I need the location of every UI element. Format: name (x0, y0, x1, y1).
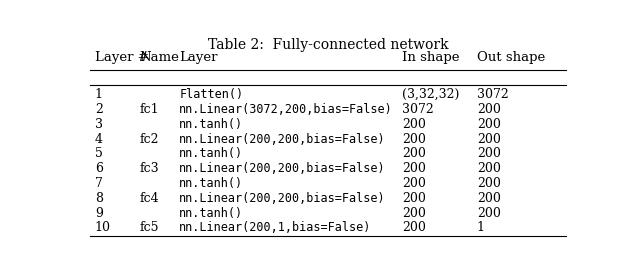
Text: nn.tanh(): nn.tanh() (179, 177, 243, 190)
Text: fc3: fc3 (140, 162, 159, 175)
Text: 200: 200 (403, 177, 426, 190)
Text: 200: 200 (403, 207, 426, 220)
Text: 5: 5 (95, 147, 103, 160)
Text: 200: 200 (403, 221, 426, 234)
Text: 200: 200 (477, 133, 500, 146)
Text: 6: 6 (95, 162, 103, 175)
Text: 7: 7 (95, 177, 103, 190)
Text: 3072: 3072 (403, 103, 434, 116)
Text: fc1: fc1 (140, 103, 159, 116)
Text: Table 2:  Fully-connected network: Table 2: Fully-connected network (208, 38, 448, 52)
Text: (3,32,32): (3,32,32) (403, 88, 460, 101)
Text: fc4: fc4 (140, 192, 159, 205)
Text: 3072: 3072 (477, 88, 509, 101)
Text: nn.Linear(200,1,bias=False): nn.Linear(200,1,bias=False) (179, 221, 372, 234)
Text: fc5: fc5 (140, 221, 159, 234)
Text: Flatten(): Flatten() (179, 88, 243, 101)
Text: 3: 3 (95, 118, 103, 131)
Text: nn.Linear(200,200,bias=False): nn.Linear(200,200,bias=False) (179, 192, 386, 205)
Text: 200: 200 (403, 147, 426, 160)
Text: 4: 4 (95, 133, 103, 146)
Text: 1: 1 (95, 88, 103, 101)
Text: nn.tanh(): nn.tanh() (179, 118, 243, 131)
Text: 200: 200 (477, 103, 500, 116)
Text: 200: 200 (403, 118, 426, 131)
Text: 200: 200 (477, 207, 500, 220)
Text: 200: 200 (477, 192, 500, 205)
Text: nn.tanh(): nn.tanh() (179, 207, 243, 220)
Text: nn.Linear(200,200,bias=False): nn.Linear(200,200,bias=False) (179, 133, 386, 146)
Text: Name: Name (140, 51, 179, 64)
Text: 200: 200 (477, 177, 500, 190)
Text: nn.Linear(200,200,bias=False): nn.Linear(200,200,bias=False) (179, 162, 386, 175)
Text: 200: 200 (477, 162, 500, 175)
Text: Layer #: Layer # (95, 51, 148, 64)
Text: nn.tanh(): nn.tanh() (179, 147, 243, 160)
Text: 2: 2 (95, 103, 103, 116)
Text: 200: 200 (477, 147, 500, 160)
Text: 8: 8 (95, 192, 103, 205)
Text: 200: 200 (403, 133, 426, 146)
Text: In shape: In shape (403, 51, 460, 64)
Text: Out shape: Out shape (477, 51, 545, 64)
Text: 200: 200 (403, 192, 426, 205)
Text: 200: 200 (477, 118, 500, 131)
Text: 200: 200 (403, 162, 426, 175)
Text: Layer: Layer (179, 51, 218, 64)
Text: 10: 10 (95, 221, 111, 234)
Text: nn.Linear(3072,200,bias=False): nn.Linear(3072,200,bias=False) (179, 103, 393, 116)
Text: 9: 9 (95, 207, 103, 220)
Text: fc2: fc2 (140, 133, 159, 146)
Text: 1: 1 (477, 221, 485, 234)
